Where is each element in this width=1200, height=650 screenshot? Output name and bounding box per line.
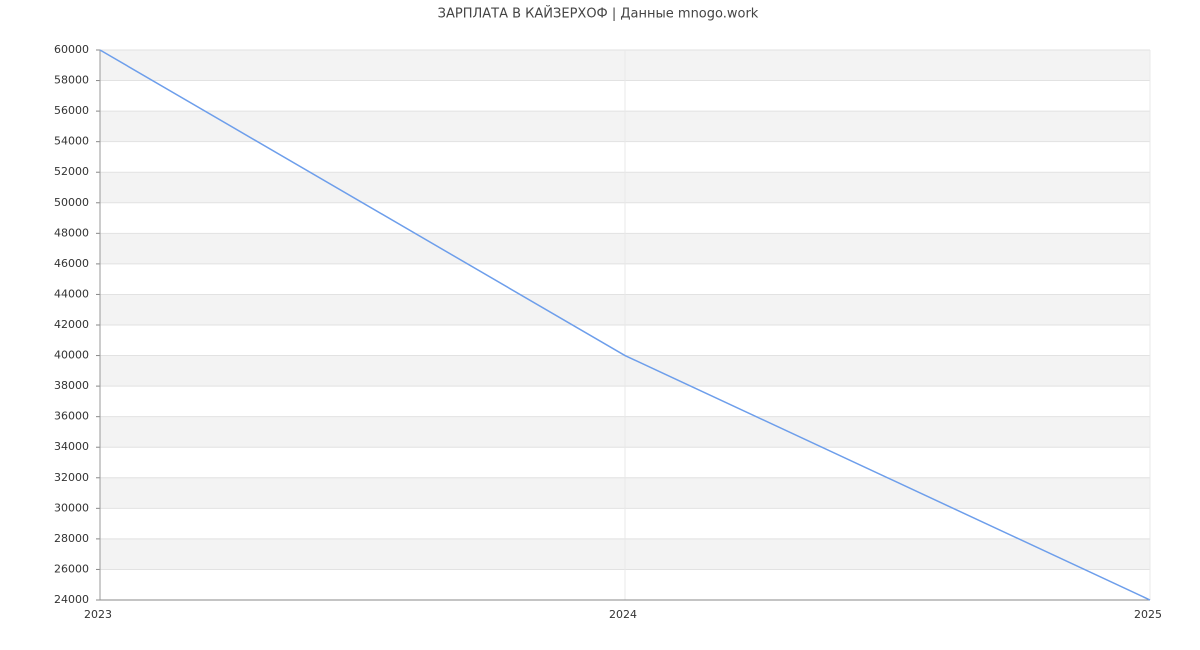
y-tick-label: 26000 — [54, 562, 89, 575]
y-tick-label: 34000 — [54, 440, 89, 453]
y-tick-label: 24000 — [54, 593, 89, 606]
y-tick-label: 32000 — [54, 471, 89, 484]
y-tick-label: 54000 — [54, 135, 89, 148]
y-tick-label: 56000 — [54, 104, 89, 117]
y-tick-label: 52000 — [54, 165, 89, 178]
y-tick-label: 42000 — [54, 318, 89, 331]
y-tick-label: 30000 — [54, 501, 89, 514]
y-tick-label: 46000 — [54, 257, 89, 270]
line-series — [99, 49, 1151, 601]
x-tick-label: 2025 — [1134, 608, 1162, 621]
y-tick-label: 58000 — [54, 74, 89, 87]
y-tick-label: 44000 — [54, 287, 89, 300]
y-tick-label: 48000 — [54, 226, 89, 239]
y-tick-label: 38000 — [54, 379, 89, 392]
y-tick-label: 36000 — [54, 410, 89, 423]
x-tick-label: 2023 — [84, 608, 112, 621]
y-tick-label: 40000 — [54, 349, 89, 362]
y-tick-label: 28000 — [54, 532, 89, 545]
y-tick-label: 50000 — [54, 196, 89, 209]
y-tick-label: 60000 — [54, 43, 89, 56]
x-tick-label: 2024 — [609, 608, 637, 621]
chart-title: ЗАРПЛАТА В КАЙЗЕРХОФ | Данные mnogo.work — [438, 6, 759, 22]
